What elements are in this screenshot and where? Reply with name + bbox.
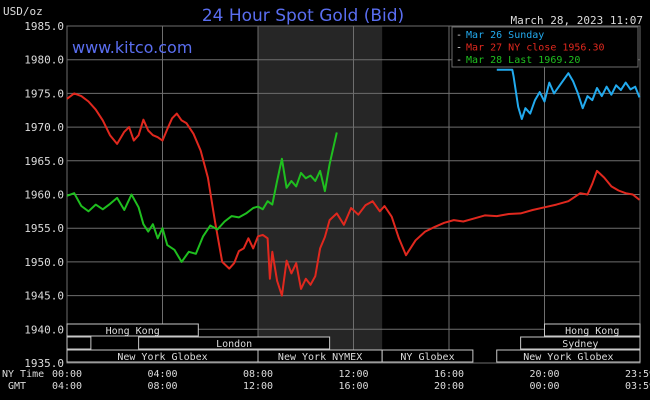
x-tick-label-ny: 16:00	[434, 369, 464, 380]
x-axis-label-ny: NY Time	[2, 369, 44, 380]
x-tick-label-gmt: 08:00	[147, 381, 177, 392]
x-tick-label-gmt: 16:00	[338, 381, 368, 392]
price-series	[66, 68, 641, 297]
session-label: Hong Kong	[565, 326, 619, 337]
x-axis-label-gmt: GMT	[8, 381, 26, 392]
series-line-2	[66, 92, 641, 297]
y-tick-label: 1950.0	[24, 256, 64, 269]
session-label: New York NYMEX	[278, 352, 362, 363]
x-tick-label-ny: 08:00	[243, 369, 273, 380]
x-tick-label-ny: 00:00	[52, 369, 82, 380]
legend-entry-3: - Mar 28 Last 1969.20	[456, 55, 580, 66]
x-tick-label-gmt: 12:00	[243, 381, 273, 392]
x-tick-label-gmt: 04:00	[52, 381, 82, 392]
session-bar	[381, 349, 474, 363]
y-tick-label: 1985.0	[24, 20, 64, 33]
session-label: Hong Kong	[106, 326, 160, 337]
y-tick-label: 1940.0	[24, 323, 64, 336]
legend-marker: -	[456, 55, 462, 66]
series-line-1	[496, 68, 641, 120]
chart-title: 24 Hour Spot Gold (Bid)	[202, 6, 404, 26]
session-label: London	[216, 339, 252, 350]
session-label: New York Globex	[117, 352, 207, 363]
gridlines	[66, 25, 641, 364]
y-tick-label: 1965.0	[24, 155, 64, 168]
y-tick-label: 1945.0	[24, 290, 64, 303]
legend-label: Mar 28 Last 1969.20	[466, 55, 580, 66]
units-label: USD/oz	[3, 5, 43, 18]
x-tick-label-ny: 12:00	[338, 369, 368, 380]
legend-label: Mar 26 Sunday	[466, 30, 544, 41]
session-bar	[66, 323, 199, 337]
series-line-3	[66, 132, 338, 263]
session-bar	[496, 349, 641, 363]
x-tick-label-ny: 04:00	[147, 369, 177, 380]
timestamp: March 28, 2023 11:07	[511, 14, 643, 27]
plot-frame	[66, 25, 641, 364]
y-tick-label: 1980.0	[24, 54, 64, 67]
trading-sessions: Hong Kong Hong Kong London Sydney New York G…	[66, 323, 641, 363]
x-tick-label-gmt: 03:59	[625, 381, 650, 392]
y-tick-label: 1955.0	[24, 222, 64, 235]
x-tick-label-ny: 20:00	[529, 369, 559, 380]
legend-entry-1: - Mar 26 Sunday	[456, 30, 544, 41]
session-bar	[520, 336, 641, 350]
x-axis-ticks: 00:0004:0004:0008:0008:0012:0012:0016:00…	[52, 369, 650, 392]
session-label: New York Globex	[523, 352, 613, 363]
x-tick-label-gmt: 00:00	[529, 381, 559, 392]
y-tick-label: 1960.0	[24, 189, 64, 202]
legend-marker: -	[456, 30, 462, 41]
y-tick-label: 1970.0	[24, 121, 64, 134]
x-tick-label-gmt: 20:00	[434, 381, 464, 392]
y-axis-ticks: 1985.0 1980.0 1975.0 1970.0 1965.0 1960.0 1955…	[24, 20, 64, 370]
session-label: Sydney	[562, 339, 598, 350]
legend-label: Mar 27 NY close 1956.30	[466, 43, 604, 54]
legend-box	[451, 26, 639, 68]
legend-entry-2: - Mar 27 NY close 1956.30	[456, 43, 605, 54]
y-tick-label: 1935.0	[24, 357, 64, 370]
legend-marker: -	[456, 43, 462, 54]
x-tick-label-ny: 23:59	[625, 369, 650, 380]
session-bar	[138, 336, 331, 350]
session-bar	[544, 323, 641, 337]
site-watermark: www.kitco.com	[72, 38, 192, 57]
legend: - Mar 26 Sunday- Mar 27 NY close 1956.30- M…	[451, 26, 639, 68]
y-tick-label: 1975.0	[24, 87, 64, 100]
session-label: NY Globex	[400, 352, 454, 363]
session-bar	[66, 336, 92, 350]
